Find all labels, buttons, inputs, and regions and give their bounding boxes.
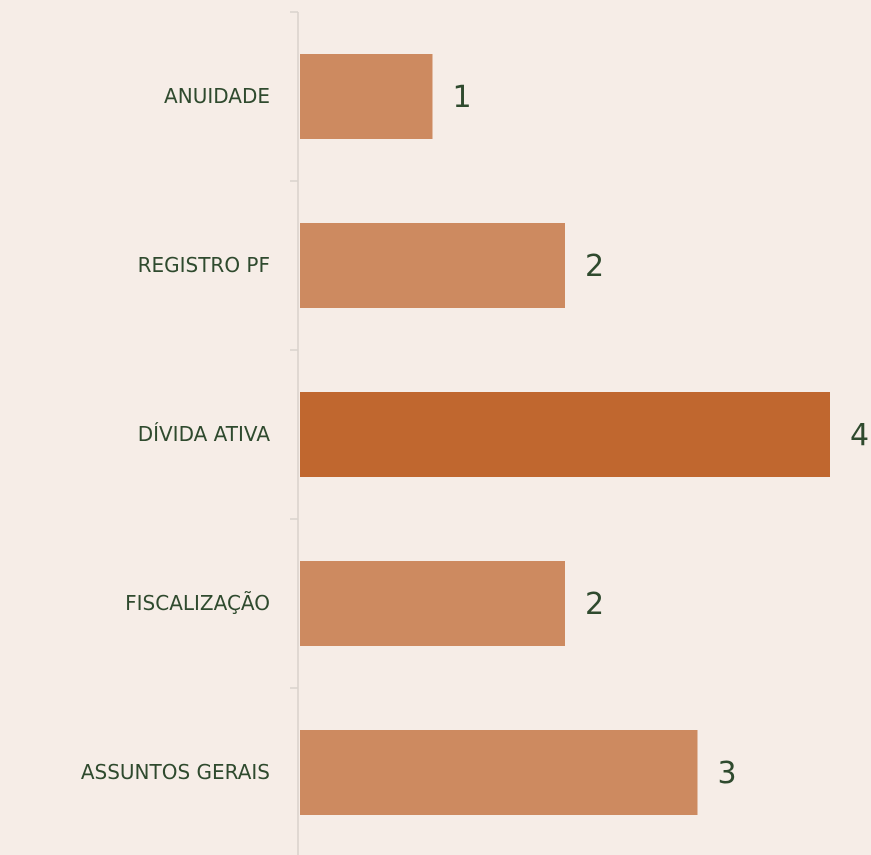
category-label: ANUIDADE (164, 84, 270, 108)
bar (300, 730, 698, 815)
bar (300, 561, 565, 646)
category-label: ASSUNTOS GERAIS (81, 760, 270, 784)
bar (300, 223, 565, 308)
bar (300, 54, 433, 139)
value-label: 1 (453, 80, 472, 115)
category-label: REGISTRO PF (138, 253, 270, 277)
value-label: 2 (585, 587, 604, 622)
value-label: 4 (850, 418, 869, 453)
category-label: FISCALIZAÇÃO (125, 591, 270, 615)
category-label: DÍVIDA ATIVA (138, 422, 271, 446)
value-label: 3 (718, 756, 737, 791)
bar (300, 392, 830, 477)
value-label: 2 (585, 249, 604, 284)
